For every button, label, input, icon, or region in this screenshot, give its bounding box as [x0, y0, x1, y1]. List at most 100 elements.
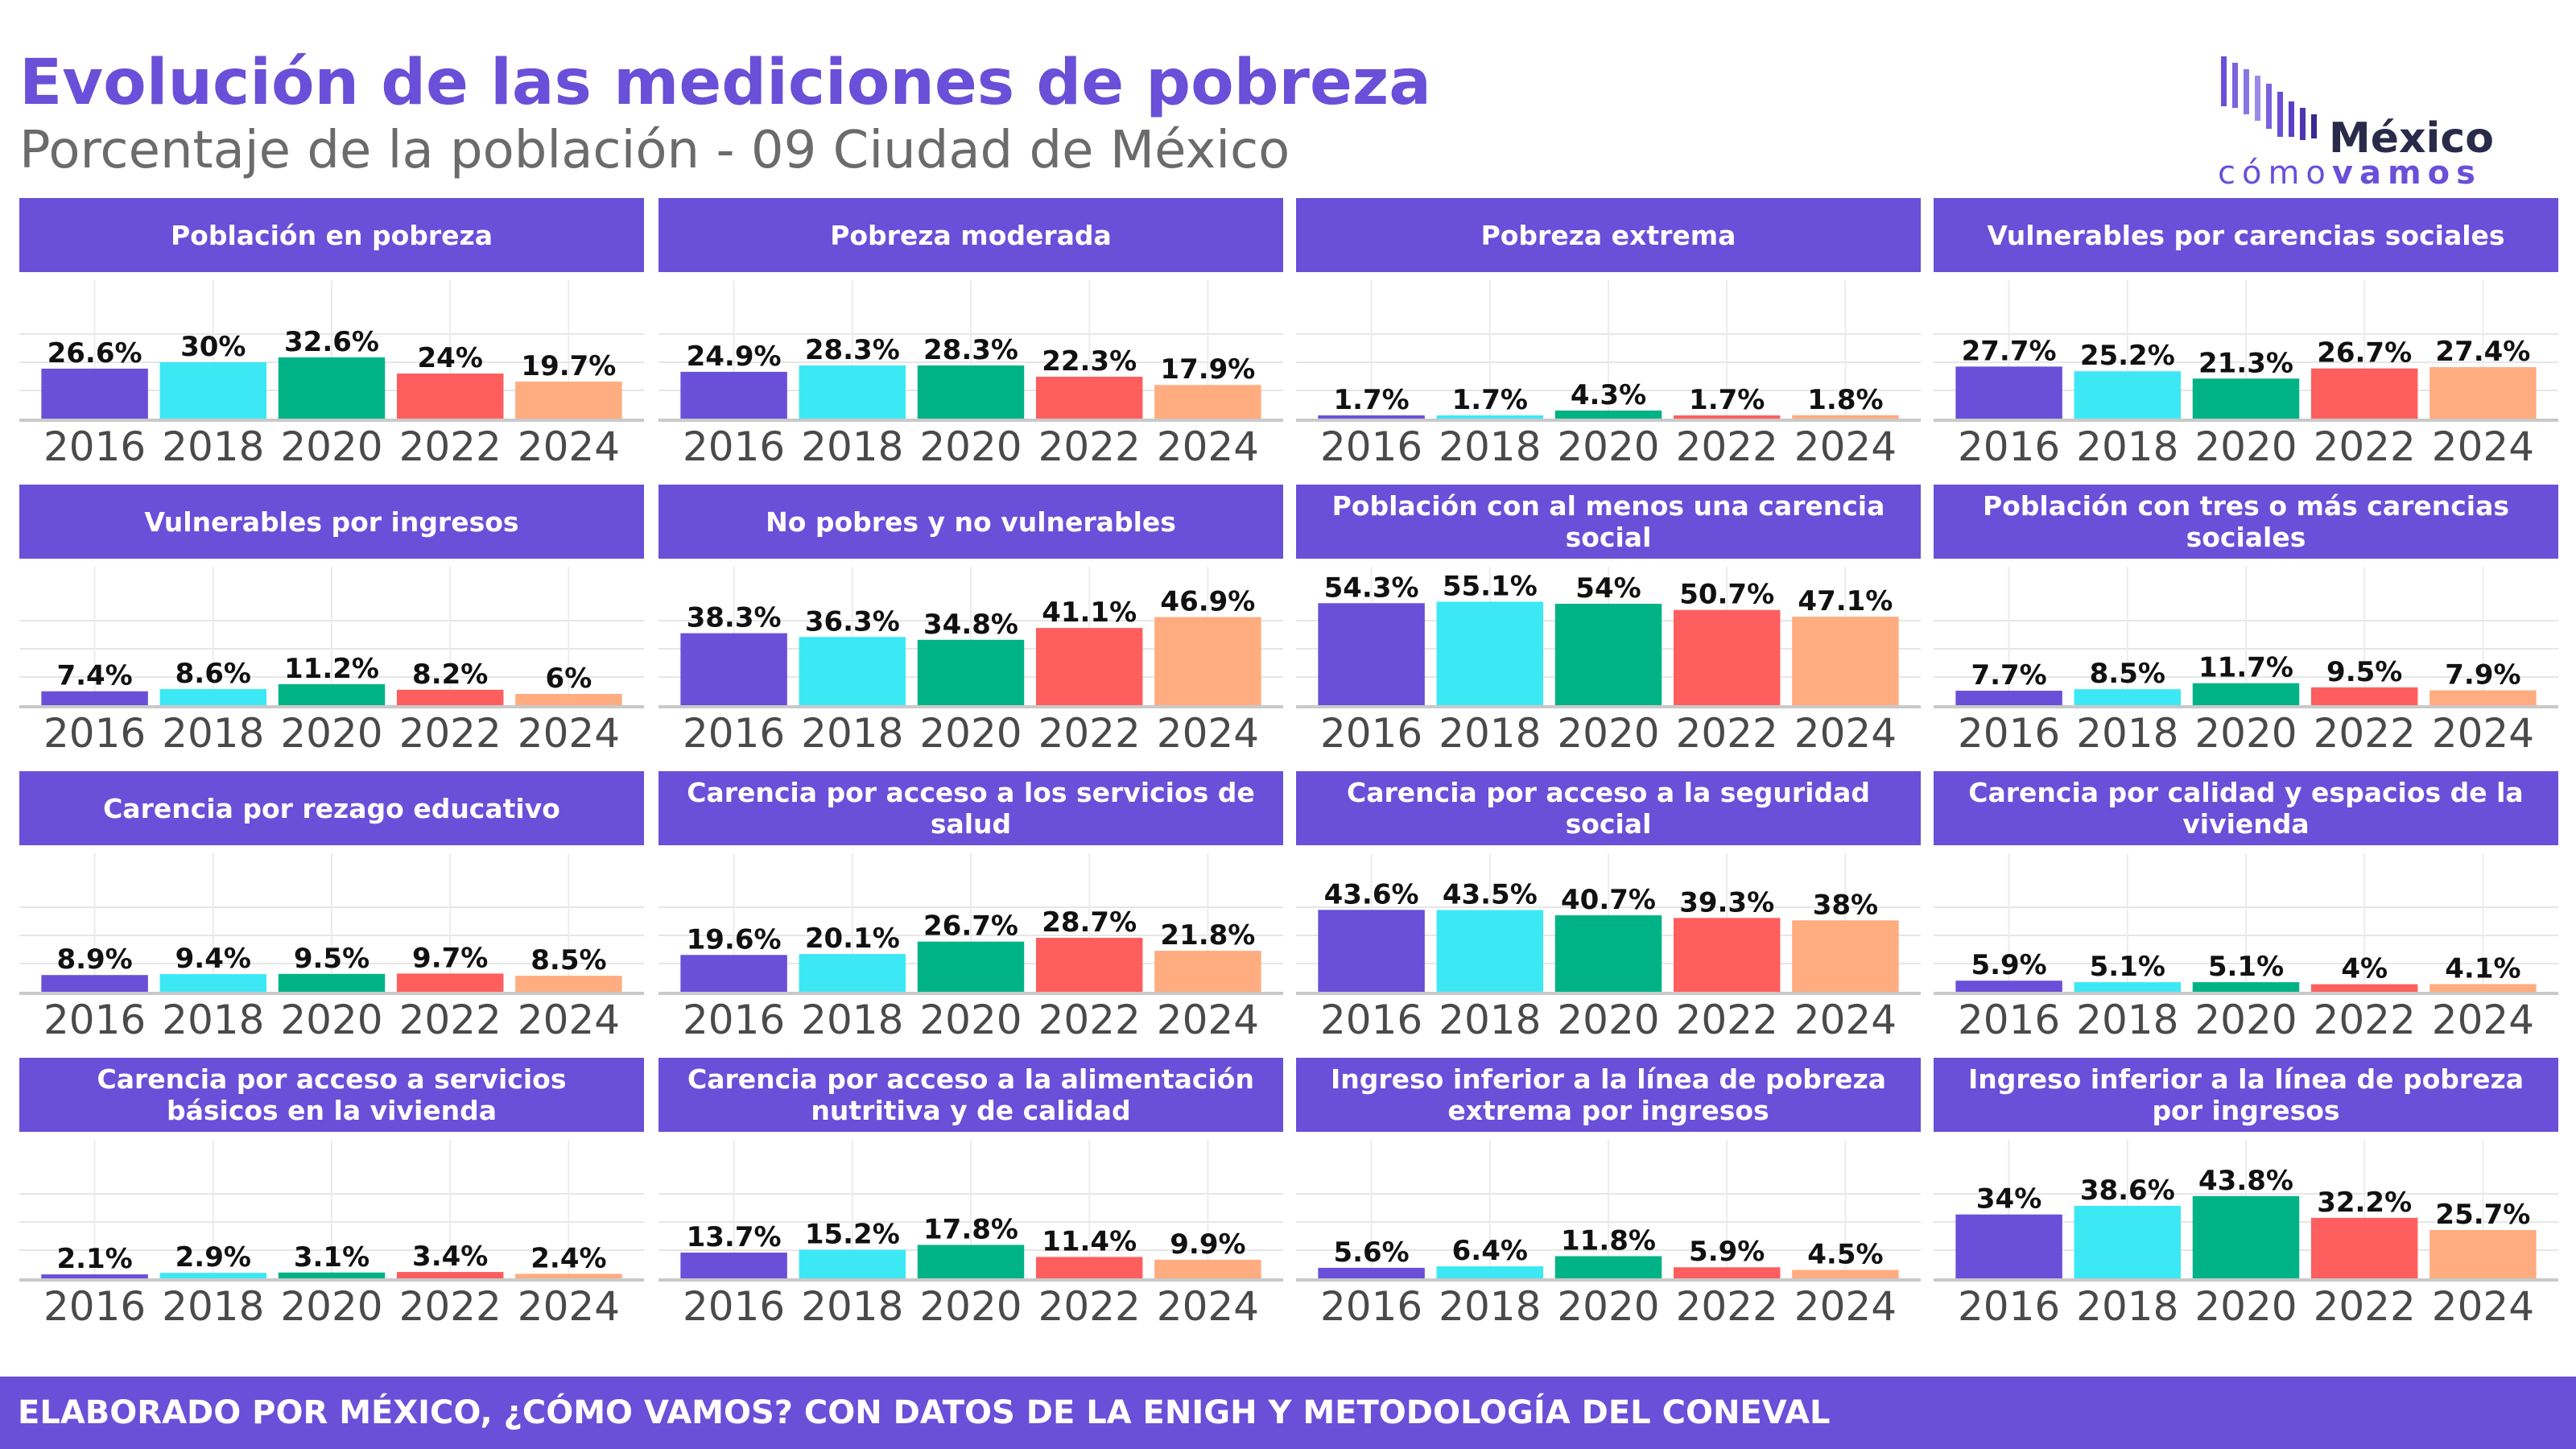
data-label: 47.1%	[1798, 585, 1893, 617]
data-label: 5.1%	[2208, 951, 2284, 983]
x-tick-label: 2024	[518, 997, 620, 1043]
panel-title: Carencia por acceso a los servicios de s…	[658, 771, 1283, 845]
data-label: 34%	[1976, 1183, 2041, 1216]
data-label: 9.5%	[294, 943, 369, 975]
x-tick-label: 2022	[2314, 1283, 2416, 1330]
x-tick-label: 2022	[2314, 997, 2416, 1043]
x-tick-label: 2016	[43, 710, 146, 757]
bar-2022	[396, 374, 504, 419]
bar-2020	[1554, 410, 1662, 419]
panel-title: Carencia por acceso a servicios básicos …	[19, 1058, 644, 1132]
data-label: 21.8%	[1160, 919, 1255, 952]
data-label: 19.6%	[687, 923, 782, 956]
panel-title: Carencia por acceso a la seguridad socia…	[1296, 771, 1921, 845]
x-tick-label: 2016	[1320, 997, 1422, 1043]
data-label: 2.4%	[530, 1242, 606, 1274]
bar-2018	[799, 954, 906, 992]
x-tick-label: 2018	[1439, 423, 1541, 470]
data-label: 43.8%	[2198, 1165, 2293, 1197]
x-tick-label: 2016	[1958, 710, 2060, 757]
panel-title: Población con al menos una carencia soci…	[1296, 485, 1921, 559]
bar-2022	[2310, 687, 2418, 705]
x-tick-label: 2016	[1320, 1283, 1422, 1330]
data-label: 38%	[1813, 889, 1878, 921]
data-label: 39.3%	[1679, 886, 1774, 919]
data-label: 6.4%	[1452, 1235, 1528, 1267]
x-tick-label: 2018	[801, 710, 903, 757]
bar-2018	[799, 365, 906, 419]
x-tick-label: 2016	[1958, 1283, 2060, 1330]
bar-2020	[1554, 604, 1662, 705]
data-label: 2.1%	[56, 1243, 132, 1275]
bar-2016	[680, 955, 787, 992]
bar-2016	[680, 371, 787, 419]
bar-chart: 24.9% 2016 28.3% 2018 28.3% 2020 22.3% 2022 17.9…	[658, 280, 1283, 470]
bar-2016	[680, 633, 787, 705]
x-tick-label: 2020	[2194, 1283, 2297, 1330]
bar-2016	[1318, 603, 1425, 705]
footer-credit: ELABORADO POR MÉXICO, ¿CÓMO VAMOS? CON D…	[0, 1377, 2576, 1449]
panel-title: Carencia por calidad y espacios de la vi…	[1934, 771, 2558, 845]
x-tick-label: 2016	[43, 997, 146, 1043]
x-tick-label: 2024	[518, 1283, 620, 1330]
bar-2020	[2192, 683, 2300, 705]
x-tick-label: 2024	[2432, 423, 2534, 470]
data-label: 4.5%	[1807, 1239, 1883, 1271]
bar-2020	[917, 639, 1025, 705]
data-label: 20.1%	[805, 923, 900, 955]
x-tick-label: 2024	[1794, 1283, 1897, 1330]
bar-2024	[1792, 617, 1899, 705]
bar-chart: 5.6% 2016 6.4% 2018 11.8% 2020 5.9% 2022 4.5% 202…	[1296, 1140, 1921, 1330]
panel-title: Vulnerables por carencias sociales	[1934, 198, 2558, 272]
x-tick-label: 2016	[43, 423, 146, 470]
data-label: 13.7%	[687, 1221, 782, 1253]
x-tick-label: 2020	[280, 997, 382, 1043]
data-label: 30%	[180, 331, 246, 363]
logo-text-light: cómo	[2218, 155, 2332, 192]
x-tick-label: 2016	[1958, 423, 2060, 470]
panel-title: Ingreso inferior a la línea de pobreza p…	[1934, 1058, 2558, 1132]
x-tick-label: 2020	[1557, 1283, 1659, 1330]
data-label: 28.3%	[923, 334, 1018, 366]
logo-text-top: México	[2329, 114, 2494, 163]
bar-2020	[2192, 378, 2300, 419]
x-tick-label: 2020	[280, 1283, 382, 1330]
data-label: 7.7%	[1971, 659, 2046, 691]
data-label: 26.7%	[923, 910, 1018, 943]
x-tick-label: 2020	[2194, 710, 2297, 757]
bar-2024	[515, 694, 622, 705]
x-tick-label: 2016	[1320, 423, 1422, 470]
panel-title: Carencia por acceso a la alimentación nu…	[658, 1058, 1283, 1132]
data-label: 9.9%	[1170, 1228, 1245, 1261]
data-label: 1.7%	[1452, 384, 1528, 416]
x-tick-label: 2024	[1157, 1283, 1259, 1330]
x-tick-label: 2020	[280, 423, 382, 470]
logo-text-bottom: cómovamos	[2218, 155, 2482, 192]
bar-2020	[2192, 982, 2300, 992]
bar-2016	[41, 975, 148, 992]
bar-chart: 7.7% 2016 8.5% 2018 11.7% 2020 9.5% 2022 7.9% 202…	[1934, 567, 2558, 757]
data-label: 7.9%	[2445, 659, 2520, 691]
x-tick-label: 2022	[1676, 423, 1778, 470]
bar-chart: 34% 2016 38.6% 2018 43.8% 2020 32.2% 2022 25.7% 2…	[1934, 1140, 2558, 1330]
data-label: 4.3%	[1571, 379, 1646, 411]
data-label: 5.9%	[1689, 1236, 1765, 1268]
data-label: 8.9%	[56, 943, 132, 976]
x-tick-label: 2018	[2076, 997, 2178, 1043]
x-tick-label: 2022	[399, 997, 502, 1043]
bar-chart: 7.4% 2016 8.6% 2018 11.2% 2020 8.2% 2022 6% 2024	[19, 567, 644, 757]
data-label: 4%	[2341, 953, 2388, 985]
bar-2024	[1792, 1269, 1899, 1278]
x-tick-label: 2022	[1676, 710, 1778, 757]
data-label: 27.4%	[2435, 336, 2530, 368]
panel-title: Pobreza moderada	[658, 198, 1283, 272]
x-tick-label: 2020	[919, 710, 1022, 757]
bar-2022	[2310, 984, 2418, 992]
bar-2024	[2429, 690, 2537, 705]
x-tick-label: 2016	[683, 1283, 785, 1330]
panel-title: Ingreso inferior a la línea de pobreza e…	[1296, 1058, 1921, 1132]
x-tick-label: 2018	[801, 423, 903, 470]
x-tick-label: 2018	[162, 423, 264, 470]
bar-chart: 54.3% 2016 55.1% 2018 54% 2020 50.7% 2022 47.1% 2…	[1296, 567, 1921, 757]
x-tick-label: 2016	[1320, 710, 1422, 757]
